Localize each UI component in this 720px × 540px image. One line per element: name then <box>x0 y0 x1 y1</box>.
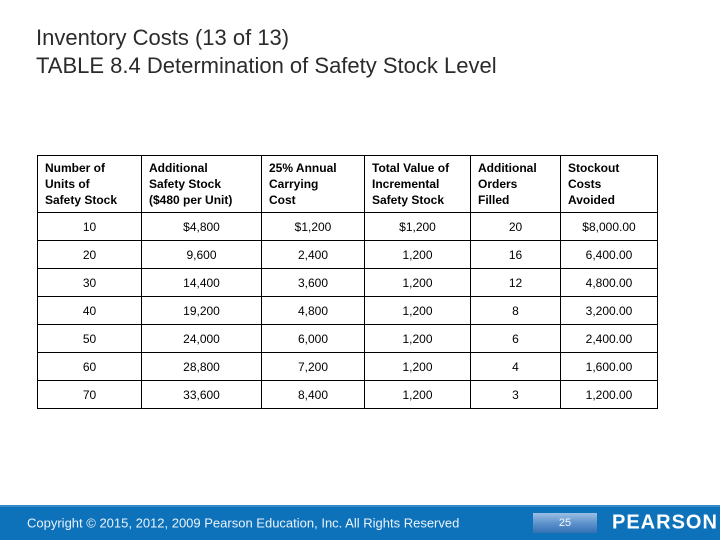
table-cell: 6,400.00 <box>560 240 658 269</box>
copyright-text: Copyright © 2015, 2012, 2009 Pearson Edu… <box>27 515 460 530</box>
table-row: 60 28,800 7,200 1,200 4 1,600.00 <box>37 352 658 381</box>
table-cell: 28,800 <box>141 352 262 381</box>
table-cell: 12 <box>470 268 561 297</box>
table-row: 10 $4,800 $1,200 $1,200 20 $8,000.00 <box>37 212 658 241</box>
table-cell: $4,800 <box>141 212 262 241</box>
table-cell: 6 <box>470 324 561 353</box>
column-header: Total Value of Incremental Safety Stock <box>364 155 471 213</box>
table-cell: 40 <box>37 296 142 325</box>
table-cell: 24,000 <box>141 324 262 353</box>
table-header-row: Number of Units of Safety Stock Additiona… <box>37 155 658 213</box>
table-row: 70 33,600 8,400 1,200 3 1,200.00 <box>37 380 658 409</box>
slide-title-line2: TABLE 8.4 Determination of Safety Stock … <box>36 53 497 78</box>
table-cell: $1,200 <box>261 212 365 241</box>
table-cell: 20 <box>37 240 142 269</box>
table-cell: 10 <box>37 212 142 241</box>
column-header: Additional Safety Stock ($480 per Unit) <box>141 155 262 213</box>
table-cell: 1,200 <box>364 380 471 409</box>
table-row: 50 24,000 6,000 1,200 6 2,400.00 <box>37 324 658 353</box>
table-cell: 8 <box>470 296 561 325</box>
table-cell: 4,800.00 <box>560 268 658 297</box>
table-cell: 6,000 <box>261 324 365 353</box>
pearson-logo: PEARSON <box>612 511 718 533</box>
table-cell: 2,400 <box>261 240 365 269</box>
safety-stock-table: Number of Units of Safety Stock Additiona… <box>37 155 658 409</box>
table-cell: 2,400.00 <box>560 324 658 353</box>
column-header: 25% Annual Carrying Cost <box>261 155 365 213</box>
table-cell: 4 <box>470 352 561 381</box>
table-cell: 1,200 <box>364 268 471 297</box>
table-cell: 1,200 <box>364 352 471 381</box>
table-cell: $8,000.00 <box>560 212 658 241</box>
column-header: Additional Orders Filled <box>470 155 561 213</box>
table-cell: 1,200 <box>364 240 471 269</box>
slide-title-line1: Inventory Costs (13 of 13) <box>36 25 290 50</box>
page-number-badge: 25 <box>533 513 597 533</box>
table-cell: 14,400 <box>141 268 262 297</box>
table-cell: 3 <box>470 380 561 409</box>
table-cell: 33,600 <box>141 380 262 409</box>
table-row: 20 9,600 2,400 1,200 16 6,400.00 <box>37 240 658 269</box>
table-cell: $1,200 <box>364 212 471 241</box>
column-header: Number of Units of Safety Stock <box>37 155 142 213</box>
table-cell: 3,200.00 <box>560 296 658 325</box>
table-cell: 1,200 <box>364 296 471 325</box>
page-number: 25 <box>558 517 572 529</box>
table-row: 40 19,200 4,800 1,200 8 3,200.00 <box>37 296 658 325</box>
table-cell: 8,400 <box>261 380 365 409</box>
table-row: 30 14,400 3,600 1,200 12 4,800.00 <box>37 268 658 297</box>
table-cell: 3,600 <box>261 268 365 297</box>
column-header: Stockout Costs Avoided <box>560 155 658 213</box>
table-cell: 60 <box>37 352 142 381</box>
table-cell: 7,200 <box>261 352 365 381</box>
table-cell: 1,600.00 <box>560 352 658 381</box>
table-cell: 70 <box>37 380 142 409</box>
table-cell: 1,200.00 <box>560 380 658 409</box>
table-cell: 4,800 <box>261 296 365 325</box>
table-cell: 19,200 <box>141 296 262 325</box>
footer-bar: Copyright © 2015, 2012, 2009 Pearson Edu… <box>0 505 720 540</box>
table-cell: 50 <box>37 324 142 353</box>
table-cell: 30 <box>37 268 142 297</box>
table-cell: 1,200 <box>364 324 471 353</box>
table-cell: 16 <box>470 240 561 269</box>
slide-title: Inventory Costs (13 of 13) TABLE 8.4 Det… <box>36 24 497 80</box>
table-cell: 9,600 <box>141 240 262 269</box>
table-cell: 20 <box>470 212 561 241</box>
